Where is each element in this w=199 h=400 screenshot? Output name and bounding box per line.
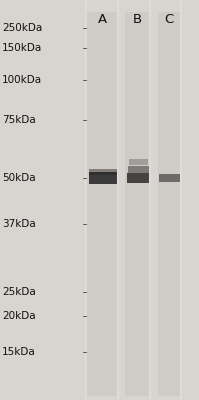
Text: 15kDa: 15kDa [2, 347, 36, 357]
Text: B: B [133, 13, 142, 26]
Bar [159, 174, 180, 182]
Bar [89, 172, 117, 184]
Text: 25kDa: 25kDa [2, 287, 36, 297]
Text: A: A [98, 13, 107, 26]
Bar [129, 159, 148, 164]
Text: C: C [164, 13, 173, 26]
Bar [89, 169, 117, 175]
Bar [87, 12, 117, 396]
Text: 20kDa: 20kDa [2, 311, 36, 321]
Text: 100kDa: 100kDa [2, 75, 42, 85]
Text: 150kDa: 150kDa [2, 43, 42, 53]
Text: 37kDa: 37kDa [2, 219, 36, 229]
Text: 50kDa: 50kDa [2, 173, 36, 183]
Text: 75kDa: 75kDa [2, 115, 36, 125]
Bar [127, 173, 149, 183]
Bar [128, 166, 149, 173]
Bar [158, 12, 180, 396]
Text: 250kDa: 250kDa [2, 23, 42, 33]
Bar [125, 12, 149, 396]
